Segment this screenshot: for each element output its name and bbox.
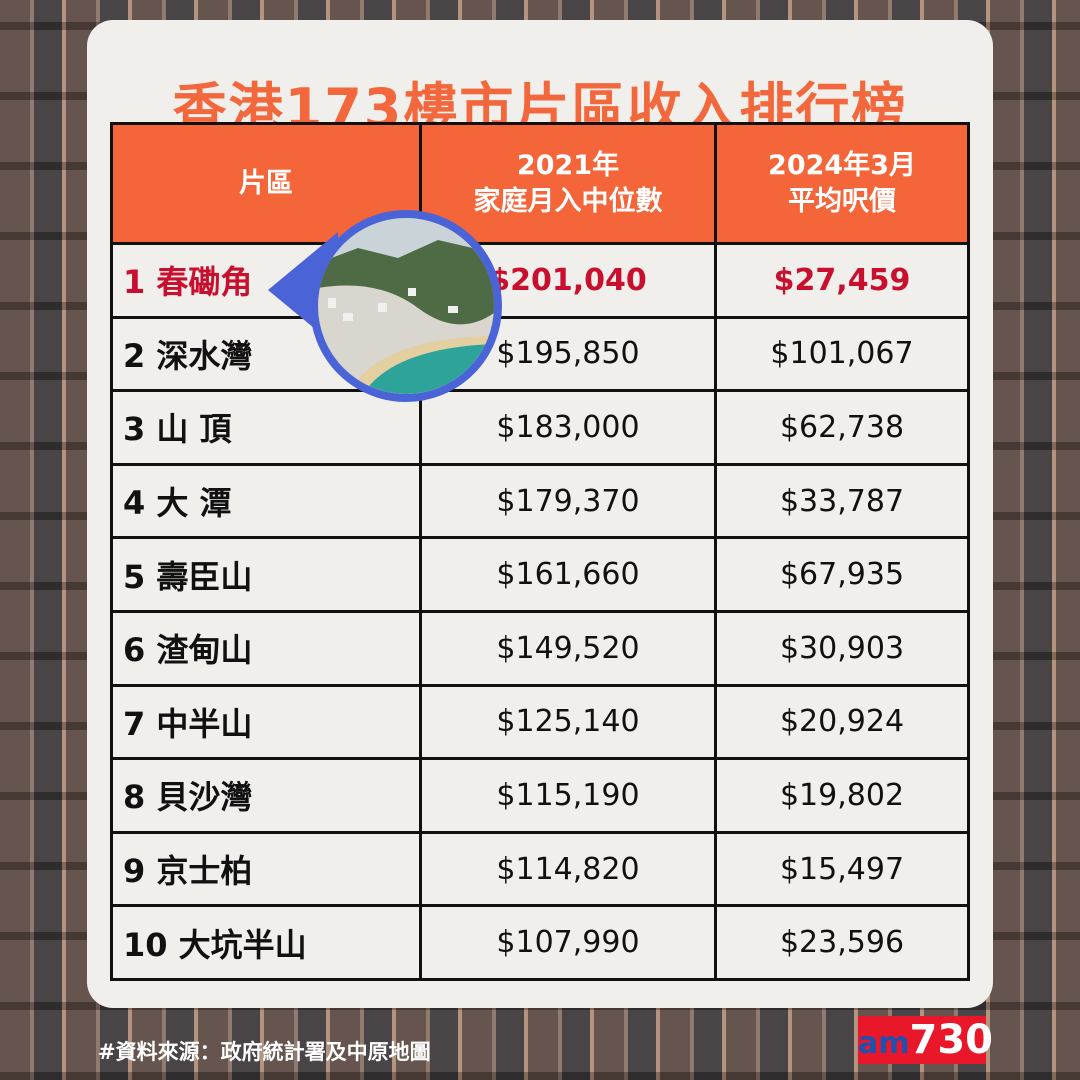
district-photo	[310, 210, 502, 402]
source-note: #資料來源：政府統計署及中原地圖	[98, 1040, 431, 1064]
table-row: 1 春磡角 $201,040 $27,459	[110, 242, 970, 319]
price-cell: $101,067	[714, 315, 970, 393]
table-row: 8 貝沙灣 $115,190 $19,802	[110, 757, 970, 834]
income-cell: $183,000	[419, 389, 717, 466]
price-cell: $33,787	[714, 462, 970, 540]
table-row: 5 壽臣山 $161,660 $67,935	[110, 536, 970, 613]
table-row: 3 山 頂 $183,000 $62,738	[110, 389, 970, 466]
income-cell: $114,820	[419, 830, 717, 908]
district-cell: 3 山 頂	[110, 389, 422, 466]
price-cell: $15,497	[714, 830, 970, 908]
income-cell: $125,140	[419, 683, 717, 761]
table-header: 片區 2021年 家庭月入中位數 2024年3月 平均呎價	[110, 122, 970, 245]
price-cell: $19,802	[714, 757, 970, 834]
ranking-table: 片區 2021年 家庭月入中位數 2024年3月 平均呎價 1 春磡角 $201,…	[110, 122, 970, 981]
district-cell: 10 大坑半山	[110, 904, 422, 981]
price-cell: $67,935	[714, 536, 970, 613]
district-cell: 7 中半山	[110, 683, 422, 761]
price-cell: $23,596	[714, 904, 970, 981]
price-cell: $30,903	[714, 609, 970, 687]
income-cell: $179,370	[419, 462, 717, 540]
header-income: 2021年 家庭月入中位數	[419, 122, 717, 245]
price-cell: $62,738	[714, 389, 970, 466]
header-price: 2024年3月 平均呎價	[714, 122, 970, 245]
table-row: 4 大 潭 $179,370 $33,787	[110, 462, 970, 540]
table-row: 6 渣甸山 $149,520 $30,903	[110, 609, 970, 687]
district-cell: 4 大 潭	[110, 462, 422, 540]
income-cell: $161,660	[419, 536, 717, 613]
table-row: 2 深水灣 $195,850 $101,067	[110, 315, 970, 393]
district-cell: 5 壽臣山	[110, 536, 422, 613]
district-cell: 8 貝沙灣	[110, 757, 422, 834]
am730-logo: am730	[858, 1016, 994, 1064]
price-cell: $20,924	[714, 683, 970, 761]
table-row: 10 大坑半山 $107,990 $23,596	[110, 904, 970, 981]
income-cell: $115,190	[419, 757, 717, 834]
table-row: 7 中半山 $125,140 $20,924	[110, 683, 970, 761]
table-row: 9 京士柏 $114,820 $15,497	[110, 830, 970, 908]
district-cell: 9 京士柏	[110, 830, 422, 908]
price-cell: $27,459	[714, 242, 970, 319]
income-cell: $107,990	[419, 904, 717, 981]
district-cell: 6 渣甸山	[110, 609, 422, 687]
income-cell: $149,520	[419, 609, 717, 687]
